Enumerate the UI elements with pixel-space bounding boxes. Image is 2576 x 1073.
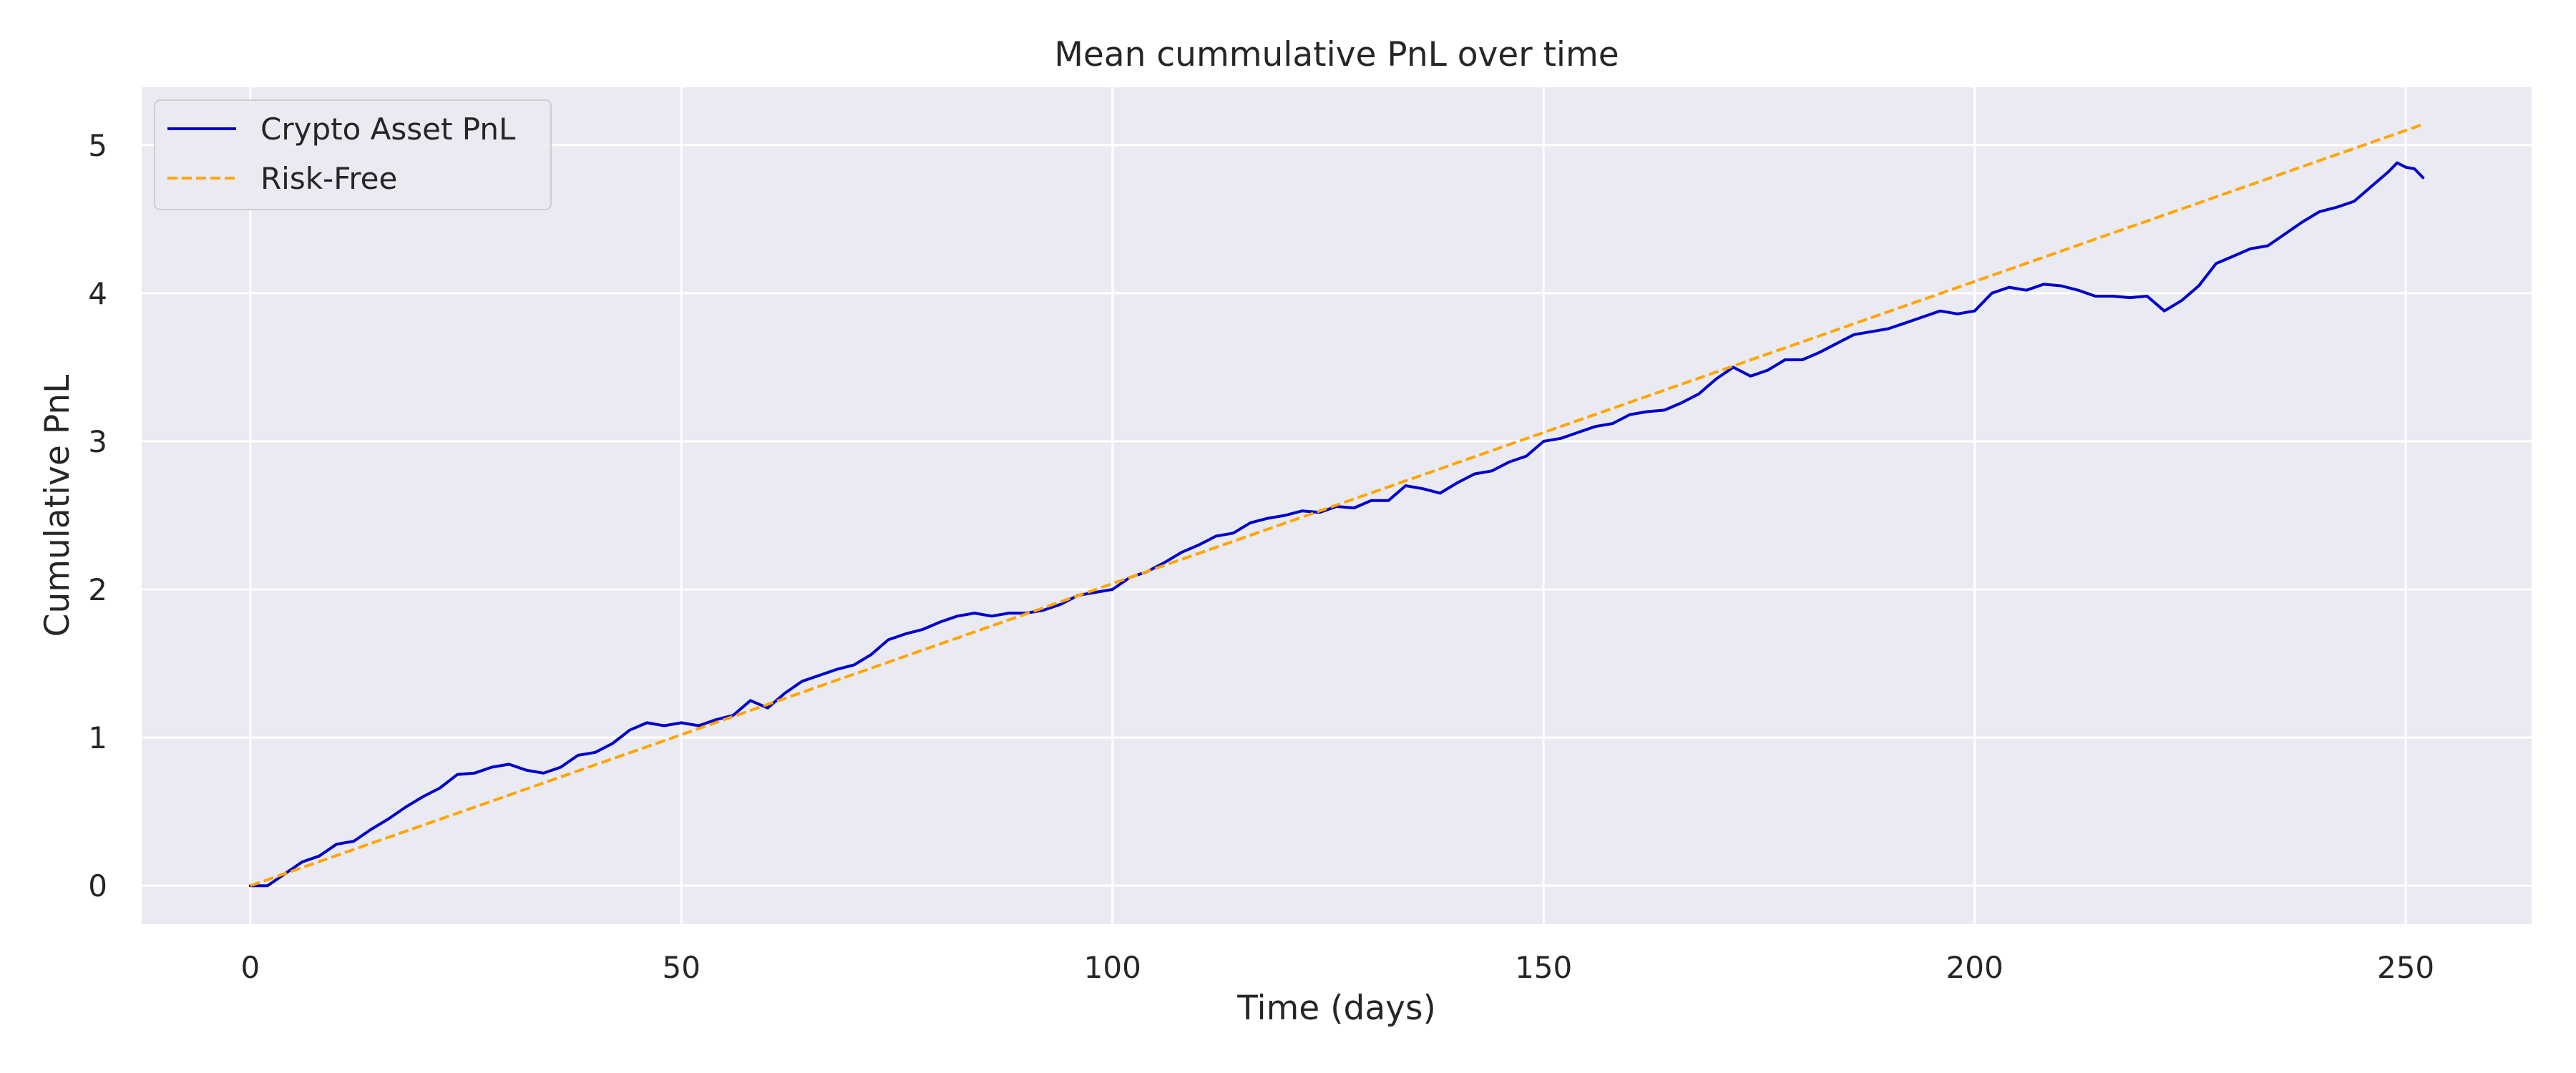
chart-title: Mean cummulative PnL over time — [1054, 35, 1619, 74]
grid — [142, 87, 2532, 924]
series-risk-free — [250, 122, 2424, 888]
y-axis-label: Cumulative PnL — [38, 375, 77, 637]
x-tick-label: 0 — [240, 950, 260, 985]
x-tick-label: 250 — [2377, 950, 2434, 985]
x-tick-label: 150 — [1515, 950, 1572, 985]
legend-box — [154, 99, 552, 210]
series-layer — [248, 122, 2425, 888]
legend: Crypto Asset PnL Risk-Free — [154, 99, 552, 210]
x-tick-label: 100 — [1084, 950, 1141, 985]
y-tick-label: 2 — [88, 572, 107, 607]
y-ticks: 0 1 2 3 4 5 — [88, 128, 107, 903]
x-tick-label: 200 — [1946, 950, 2004, 985]
legend-label-crypto: Crypto Asset PnL — [260, 112, 516, 147]
x-axis-label: Time (days) — [1236, 989, 1436, 1028]
y-tick-label: 4 — [88, 276, 107, 311]
y-tick-label: 3 — [88, 424, 107, 459]
y-tick-label: 1 — [88, 720, 107, 755]
y-tick-label: 5 — [88, 128, 107, 163]
x-ticks: 0 50 100 150 200 250 — [240, 950, 2434, 985]
x-tick-label: 50 — [663, 950, 701, 985]
series-crypto-asset-pnl — [248, 161, 2425, 888]
legend-label-risk-free: Risk-Free — [260, 161, 397, 196]
y-tick-label: 0 — [88, 868, 107, 903]
